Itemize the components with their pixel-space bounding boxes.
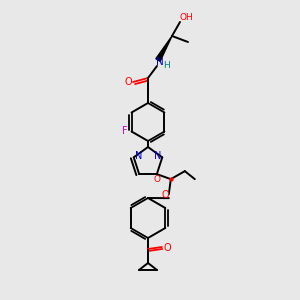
Text: O: O xyxy=(163,243,171,253)
Text: F: F xyxy=(122,127,128,136)
Text: H: H xyxy=(163,61,170,70)
Text: N: N xyxy=(154,152,161,161)
Polygon shape xyxy=(156,36,172,61)
Text: OH: OH xyxy=(179,14,193,22)
Text: O: O xyxy=(161,190,169,200)
Text: O: O xyxy=(124,77,132,87)
Text: O: O xyxy=(153,175,160,184)
Text: N: N xyxy=(135,152,142,161)
Text: N: N xyxy=(156,57,164,67)
